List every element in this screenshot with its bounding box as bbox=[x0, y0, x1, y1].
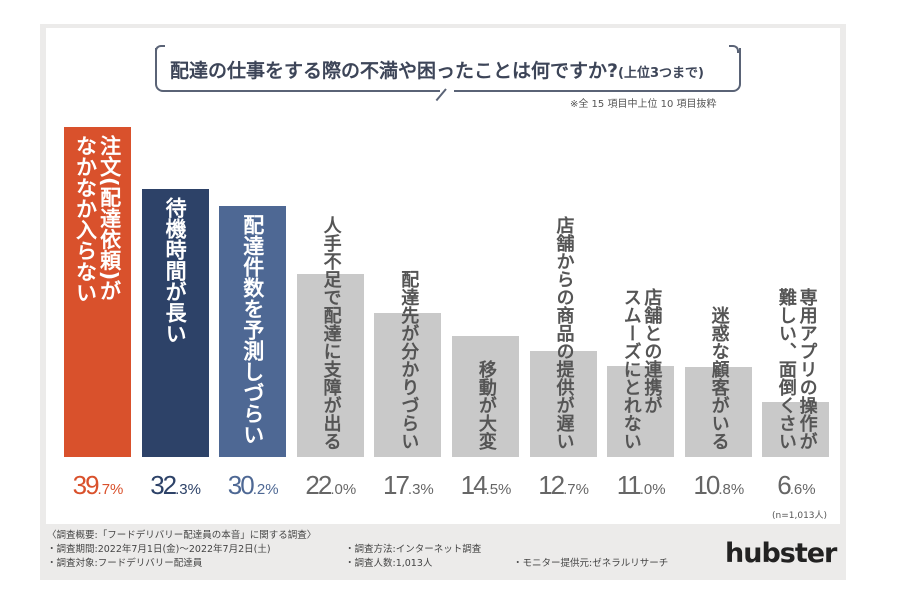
bar bbox=[684, 367, 752, 457]
value-label: 32.3% bbox=[150, 470, 201, 500]
footer-heading: 〈調査概要:「フードデリバリー配達員の本音」に関する調査〉 bbox=[47, 530, 317, 541]
bar-label: 移動が大変 bbox=[475, 360, 497, 450]
chart-subtitle: ※全 15 項目中上位 10 項目抜粋 bbox=[570, 99, 717, 110]
bar bbox=[529, 351, 597, 457]
sample-note: (n=1,013人) bbox=[772, 511, 828, 521]
footer-provider: ・モニター提供元:ゼネラルリサーチ bbox=[513, 558, 669, 569]
value-label: 22.0% bbox=[305, 470, 357, 500]
bar-label: 待機時間が長い bbox=[163, 196, 188, 344]
bar bbox=[219, 205, 287, 457]
footer-period: ・調査期間:2022年7月1日(金)〜2022年7月2日(土) bbox=[47, 544, 271, 555]
title-note: (上位3つまで) bbox=[618, 66, 704, 81]
value-label: 14.5% bbox=[460, 470, 512, 500]
bar bbox=[374, 313, 442, 457]
bar-label: 店舗からの商品の提供が遅い bbox=[553, 216, 575, 450]
bar bbox=[141, 188, 209, 457]
bar-label: 迷惑な顧客がいる bbox=[708, 306, 730, 450]
footer-method: ・調査方法:インターネット調査 bbox=[345, 544, 482, 555]
value-label: 12.7% bbox=[538, 470, 589, 500]
bar-label: 注文(配達依頼)が なかなか入らない bbox=[73, 135, 122, 303]
bubble-corner bbox=[729, 45, 739, 53]
bar-label: 専用アプリの操作が 難しい、面倒くさい bbox=[775, 288, 818, 450]
bar bbox=[452, 336, 519, 457]
footer-target: ・調査対象:フードデリバリー配達員 bbox=[47, 558, 203, 569]
bar-label: 配達件数を予測しづらい bbox=[240, 213, 265, 445]
title-text: 配達の仕事をする際の不満や困ったことは何ですか? bbox=[170, 60, 619, 82]
chart-title: 配達の仕事をする際の不満や困ったことは何ですか?(上位3つまで) bbox=[170, 56, 704, 83]
value-label: 30.2% bbox=[227, 470, 279, 500]
bar bbox=[607, 365, 675, 457]
value-label: 17.3% bbox=[383, 470, 434, 500]
value-label: 11.0% bbox=[616, 470, 666, 500]
value-label: 10.8% bbox=[693, 470, 745, 500]
bar bbox=[762, 402, 830, 457]
bar bbox=[296, 274, 364, 457]
bar-label: 人手不足で配達に支障が出る bbox=[320, 216, 342, 450]
bar-label: 店舗との連携が スムーズにとれない bbox=[620, 288, 663, 450]
value-label: 39.7% bbox=[72, 470, 124, 500]
hubster-logo: hubster bbox=[725, 538, 837, 569]
bar-label: 配達先が分かりづらい bbox=[398, 270, 420, 450]
footer-count: ・調査人数:1,013人 bbox=[345, 558, 433, 569]
bubble-corner bbox=[155, 45, 165, 53]
value-label: 6.6% bbox=[777, 470, 816, 500]
bar bbox=[64, 127, 131, 457]
